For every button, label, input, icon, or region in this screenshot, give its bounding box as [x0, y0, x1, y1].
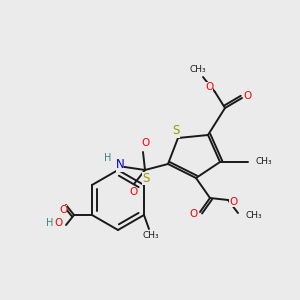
Text: O: O: [229, 197, 237, 207]
Text: S: S: [172, 124, 180, 137]
Text: O: O: [243, 91, 251, 101]
Text: O: O: [54, 218, 62, 228]
Text: S: S: [142, 172, 150, 184]
Text: N: N: [116, 158, 124, 172]
Text: H: H: [46, 218, 54, 228]
Text: O: O: [190, 209, 198, 219]
Text: CH₃: CH₃: [143, 232, 159, 241]
Text: CH₃: CH₃: [190, 64, 206, 74]
Text: O: O: [129, 187, 137, 197]
Text: CH₃: CH₃: [246, 212, 262, 220]
Text: CH₃: CH₃: [256, 157, 273, 166]
Text: O: O: [59, 205, 67, 215]
Text: H: H: [104, 153, 112, 163]
Text: O: O: [205, 82, 213, 92]
Text: O: O: [142, 138, 150, 148]
